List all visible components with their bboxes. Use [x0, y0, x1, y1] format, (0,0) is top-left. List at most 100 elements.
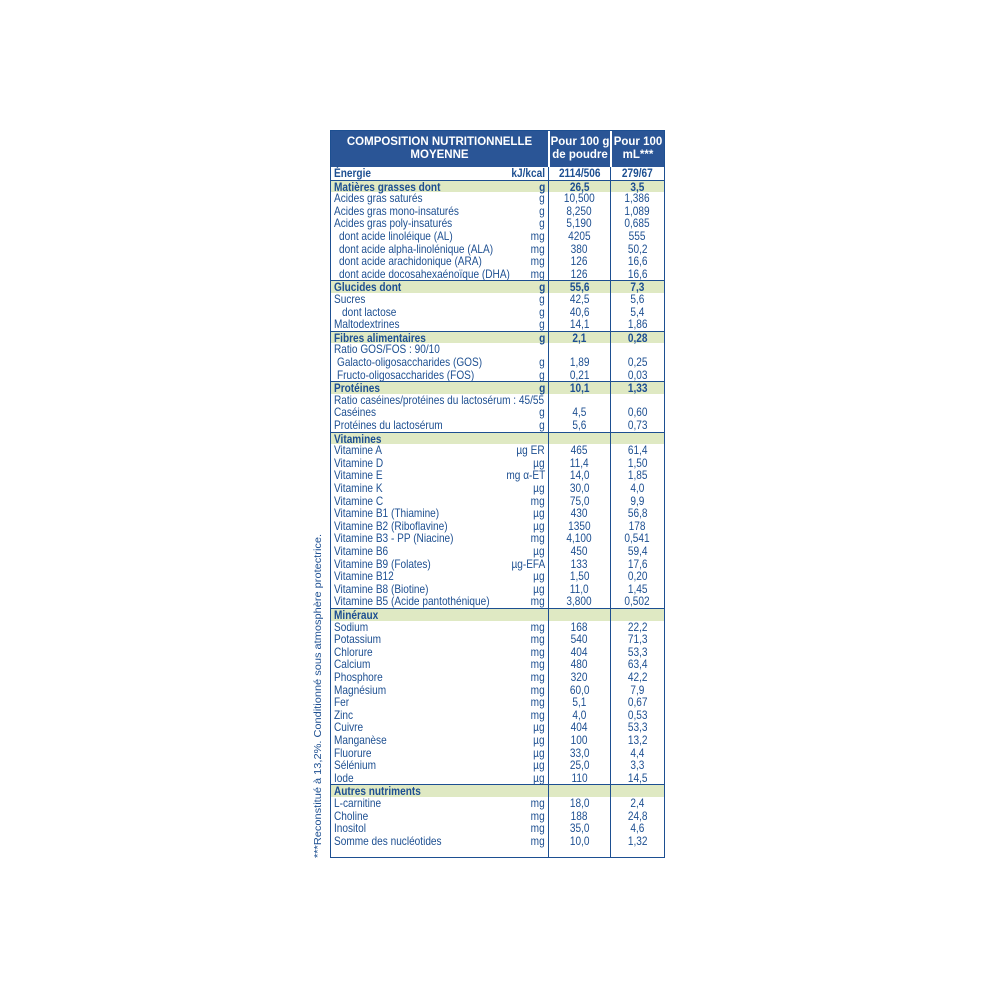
- value-100g: 110: [549, 772, 610, 785]
- header-title: COMPOSITION NUTRITIONNELLE MOYENNE: [331, 131, 548, 167]
- value-100g-text: 480: [571, 657, 588, 672]
- label: dont lactose: [342, 305, 407, 319]
- value-100g: 480: [549, 658, 610, 671]
- value-100ml-text: 5,4: [630, 304, 645, 319]
- label: Fer: [334, 696, 352, 709]
- unit-text: mg: [530, 632, 545, 647]
- value-100ml-text: 0,685: [624, 216, 651, 231]
- value-100g-text: 4205: [568, 229, 591, 243]
- label-text: Ratio caséines/protéines du lactosérum :…: [334, 392, 545, 407]
- unit: g: [538, 205, 545, 218]
- unit-text: g: [539, 367, 545, 382]
- value-100g-text: 10,500: [564, 191, 595, 206]
- value-100ml-text: 178: [629, 518, 646, 533]
- value-100g: 42,5: [549, 293, 610, 306]
- value-100ml: 0,03: [611, 368, 664, 382]
- unit: mg: [528, 255, 545, 268]
- table-row: Iode µg 110 14,5: [331, 772, 664, 785]
- value-100ml-text: 24,8: [627, 808, 648, 823]
- value-100ml: 3,3: [611, 759, 664, 772]
- table-row: dont acide linoléique (AL) mg 4205 555: [331, 230, 664, 243]
- unit-text: g: [538, 381, 545, 396]
- value-100g-text: 11,4: [570, 455, 589, 470]
- value-100g-text: 168: [571, 619, 588, 634]
- label-text: Minéraux: [334, 608, 379, 622]
- value-100g-text: 0,21: [569, 367, 590, 382]
- value-100ml: 3,5: [611, 180, 664, 194]
- label-text: Protéines du lactosérum: [334, 418, 443, 432]
- value-100ml-text: 53,3: [627, 720, 648, 735]
- value-100g: 2114/506: [549, 167, 610, 180]
- value-100ml-text: 0,541: [624, 531, 651, 546]
- value-100g: 11,4: [549, 457, 610, 470]
- label-text: Fructo-oligosaccharides (FOS): [337, 367, 475, 382]
- value-100g-text: 133: [571, 556, 588, 571]
- value-100ml: 1,86: [611, 318, 664, 331]
- unit: µg: [531, 746, 545, 760]
- label: Glucides dont: [334, 281, 414, 294]
- value-100g-text: 540: [571, 632, 588, 647]
- value-100ml-text: 5,6: [630, 292, 645, 306]
- label: Chlorure: [334, 646, 380, 659]
- label: Vitamine E: [334, 469, 392, 482]
- label: Vitamine D: [334, 457, 392, 470]
- value-100g: 404: [549, 646, 610, 659]
- label: Vitamine B9 (Folates): [334, 557, 449, 571]
- label: Calcium: [334, 658, 377, 671]
- label: dont acide alpha-linolénique (ALA): [339, 242, 522, 256]
- unit-text: mg: [530, 229, 545, 243]
- value-100g-text: 42,5: [569, 292, 590, 306]
- unit-text: µg: [533, 581, 545, 596]
- value-100ml-text: 1,33: [627, 381, 648, 396]
- unit: µg: [531, 721, 545, 734]
- value-100g-text: 320: [571, 670, 588, 684]
- value-100ml-text: 56,8: [627, 506, 648, 521]
- value-100g: 4,5: [549, 406, 610, 419]
- value-100g: 1350: [549, 520, 610, 533]
- unit-text: µg: [533, 455, 545, 470]
- label: Vitamine C: [334, 494, 392, 508]
- value-100ml-text: 0,60: [627, 405, 648, 420]
- value-100g-text: 380: [571, 241, 588, 256]
- value-100ml: 0,60: [611, 406, 664, 419]
- section-row: Autres nutriments: [331, 784, 664, 797]
- table-row: Choline mg 188 24,8: [331, 808, 664, 823]
- value-100g: 1,89: [549, 356, 610, 369]
- table-row: Énergie kJ/kcal 2114/506 279/67: [331, 167, 664, 180]
- label-text: Énergie: [334, 166, 371, 180]
- table-row: Vitamine B6 µg 450 59,4: [331, 545, 664, 558]
- value-100ml: 4,4: [611, 746, 664, 760]
- value-100ml-text: 50,2: [627, 241, 648, 256]
- label-text: Autres nutriments: [334, 784, 421, 799]
- unit-text: µg: [533, 733, 545, 747]
- unit: mg: [528, 646, 545, 659]
- value-100g: 33,0: [549, 746, 610, 760]
- value-100ml: 0,685: [611, 217, 664, 230]
- unit-text: mg: [530, 695, 545, 710]
- label: Minéraux: [334, 609, 387, 622]
- value-100g-text: 11,0: [570, 581, 589, 596]
- table-row: Inositol mg 35,0 4,6: [331, 822, 664, 835]
- value-100ml: 0,67: [611, 696, 664, 709]
- value-100g-text: 3,800: [566, 594, 593, 609]
- unit: µg: [531, 583, 545, 596]
- value-100ml-text: 42,2: [627, 670, 648, 684]
- table-row: Protéines du lactosérum g 5,6 0,73: [331, 419, 664, 432]
- label-text: Sodium: [334, 619, 369, 634]
- value-100ml: 59,4: [611, 545, 664, 558]
- unit: mg: [528, 658, 545, 671]
- label: Vitamine B8 (Biotine): [334, 583, 447, 596]
- value-100g: 18,0: [549, 797, 610, 810]
- label: Vitamine B6: [334, 545, 398, 558]
- table-row: Galacto-oligosaccharides (GOS) g 1,89 0,25: [331, 356, 664, 369]
- table-row: Vitamine A µg ER 465 61,4: [331, 444, 664, 457]
- table-row: Fluorure µg 33,0 4,4: [331, 745, 664, 760]
- unit: mg: [528, 633, 545, 646]
- value-100ml: 7,3: [611, 281, 664, 294]
- value-100ml: 17,6: [611, 557, 664, 571]
- table-row: Vitamine C mg 75,0 9,9: [331, 494, 664, 508]
- label-text: Fluorure: [334, 745, 372, 760]
- label: Sucres: [334, 293, 371, 306]
- unit-text: µg: [533, 518, 545, 533]
- value-100g: 320: [549, 671, 610, 684]
